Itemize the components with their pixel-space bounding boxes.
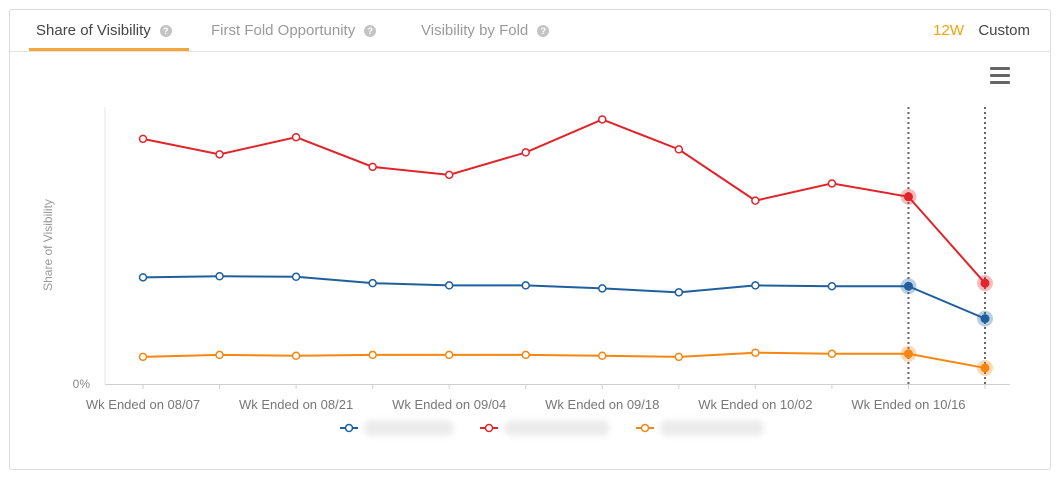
- data-point: [674, 352, 684, 362]
- help-icon[interactable]: ?: [159, 24, 172, 37]
- data-point: [368, 162, 377, 172]
- x-tick-label: Wk Ended on 08/21: [239, 397, 353, 412]
- data-point: [598, 351, 607, 360]
- data-point: [751, 348, 760, 357]
- data-point: [368, 350, 377, 360]
- x-tick-label: Wk Ended on 10/02: [698, 397, 812, 412]
- legend-label-redacted: [364, 420, 454, 436]
- data-point: [521, 350, 530, 360]
- data-point: [674, 145, 684, 154]
- data-point: [521, 281, 530, 290]
- chart-legend: [340, 418, 790, 438]
- data-point-highlighted: [903, 192, 913, 202]
- data-point: [444, 281, 454, 290]
- data-point: [215, 350, 224, 360]
- range-12w-button[interactable]: 12W: [933, 22, 964, 39]
- data-point: [368, 278, 377, 288]
- data-point: [598, 284, 607, 293]
- legend-item-blue[interactable]: [340, 420, 454, 436]
- tab-label: Visibility by Fold: [421, 22, 529, 39]
- legend-marker-icon: [636, 423, 654, 433]
- legend-marker-icon: [340, 423, 358, 433]
- data-point: [138, 352, 148, 362]
- range-custom-button[interactable]: Custom: [978, 22, 1030, 39]
- x-tick-label: Wk Ended on 08/07: [86, 397, 200, 412]
- data-point: [444, 350, 454, 360]
- tab-first-fold-opportunity[interactable]: First Fold Opportunity ?: [211, 10, 377, 51]
- y-tick-label: 0%: [73, 377, 91, 391]
- tab-share-of-visibility[interactable]: Share of Visibility ?: [36, 10, 172, 51]
- data-point: [827, 281, 837, 291]
- series-line: [142, 351, 986, 369]
- data-point-highlighted: [980, 278, 990, 288]
- chart-card: Share of Visibility ? First Fold Opportu…: [9, 9, 1051, 470]
- data-point: [215, 271, 224, 281]
- chart-axes: 0% Share of Visibility: [41, 107, 1010, 391]
- data-point: [674, 288, 684, 297]
- y-axis-title: Share of Visibility: [41, 199, 55, 291]
- series-line: [142, 118, 986, 284]
- legend-label-redacted: [660, 420, 764, 436]
- data-point: [827, 179, 837, 188]
- data-point-highlighted: [980, 314, 990, 324]
- data-point: [291, 272, 301, 282]
- data-point: [751, 281, 760, 290]
- data-point: [751, 196, 760, 205]
- data-point-highlighted: [980, 363, 990, 373]
- x-tick-label: Wk Ended on 09/18: [545, 397, 659, 412]
- data-point: [138, 273, 148, 282]
- data-point: [827, 349, 837, 359]
- data-point-highlighted: [903, 349, 913, 359]
- data-point: [215, 150, 224, 159]
- series-line: [142, 275, 986, 320]
- help-icon[interactable]: ?: [537, 24, 550, 37]
- tab-visibility-by-fold[interactable]: Visibility by Fold ?: [421, 10, 550, 51]
- data-point: [598, 115, 607, 124]
- data-point: [291, 351, 301, 360]
- legend-item-orange[interactable]: [636, 420, 764, 436]
- data-point: [521, 148, 530, 157]
- chart-menu-icon[interactable]: [990, 67, 1012, 87]
- x-tick-label: Wk Ended on 09/04: [392, 397, 506, 412]
- legend-label-redacted: [504, 420, 610, 436]
- data-point: [444, 170, 454, 180]
- x-tick-label: Wk Ended on 10/16: [851, 397, 965, 412]
- help-icon[interactable]: ?: [364, 24, 377, 37]
- data-point: [291, 132, 301, 142]
- data-point: [138, 134, 148, 144]
- legend-item-red[interactable]: [480, 420, 610, 436]
- tab-label: Share of Visibility: [36, 22, 151, 39]
- tab-bar: Share of Visibility ? First Fold Opportu…: [10, 10, 1050, 52]
- legend-marker-icon: [480, 423, 498, 433]
- data-point-highlighted: [903, 281, 913, 291]
- active-tab-indicator: [29, 48, 189, 51]
- tab-label: First Fold Opportunity: [211, 22, 356, 39]
